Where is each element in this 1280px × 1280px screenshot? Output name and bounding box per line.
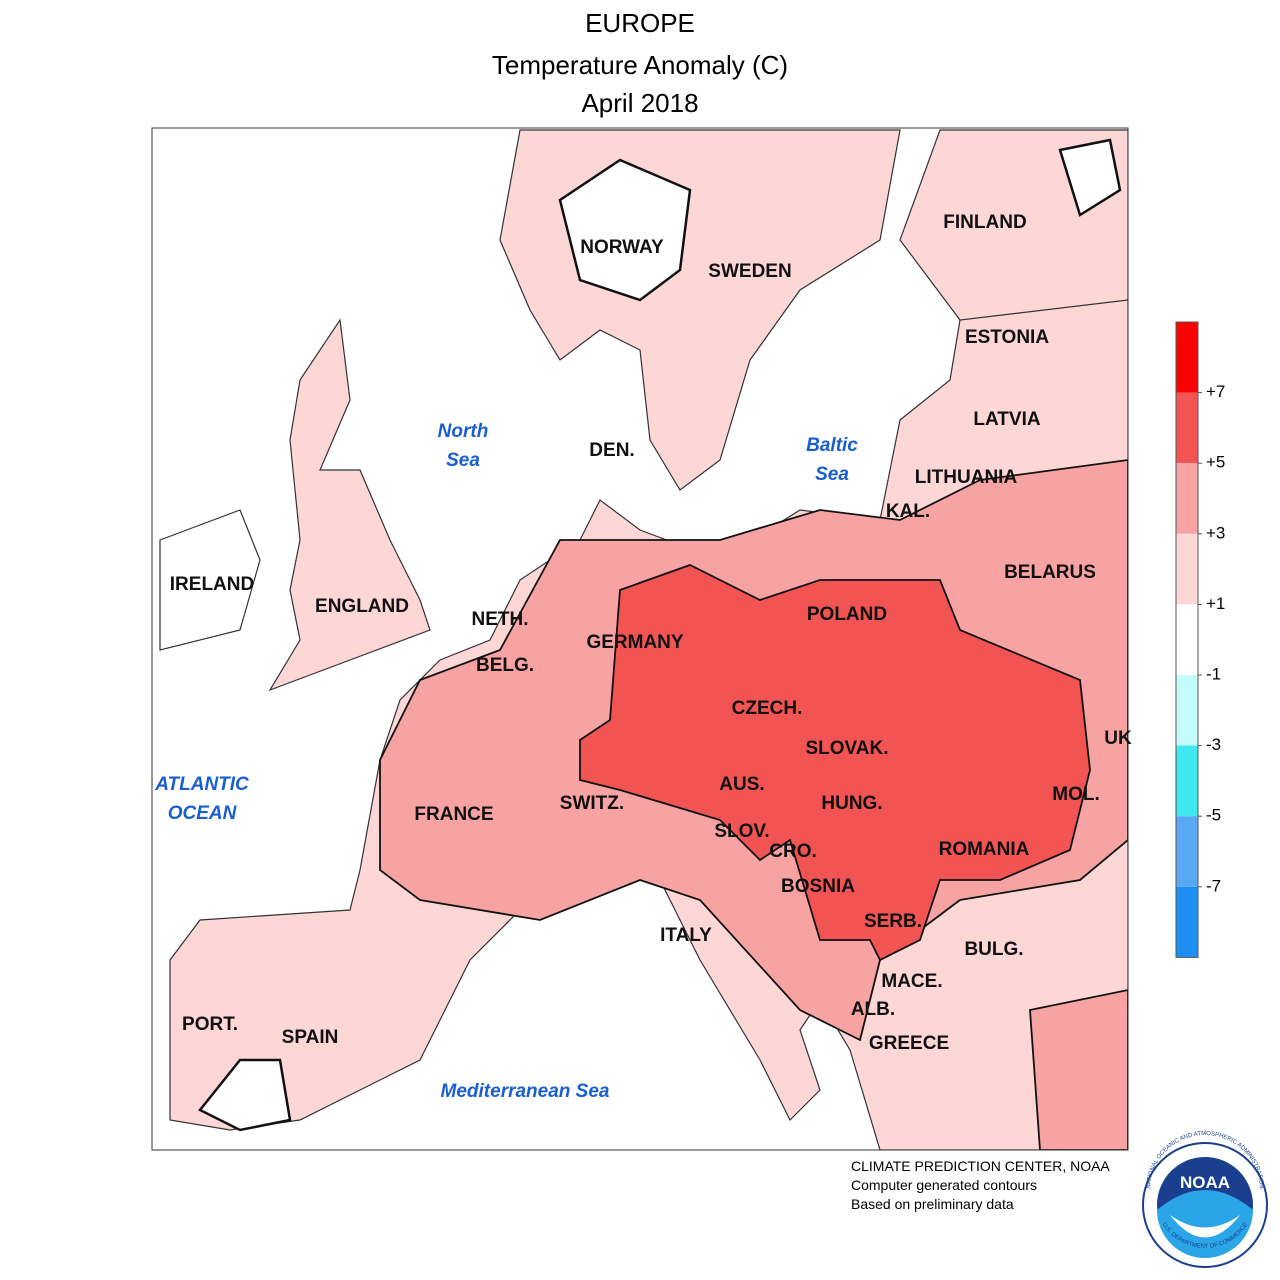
country-label: KAL. bbox=[886, 501, 930, 522]
country-label: LATVIA bbox=[973, 409, 1040, 430]
sea-label: North bbox=[438, 421, 489, 442]
country-label: GERMANY bbox=[586, 632, 683, 653]
country-label: FINLAND bbox=[943, 212, 1026, 233]
footer-line: Based on preliminary data bbox=[851, 1196, 1014, 1212]
country-label: SERB. bbox=[864, 911, 922, 932]
anomaly-5 bbox=[579, 564, 1091, 962]
country-label: GREECE bbox=[869, 1033, 949, 1054]
country-label: ROMANIA bbox=[939, 839, 1030, 860]
sea-label: OCEAN bbox=[168, 803, 238, 824]
country-label: MOL. bbox=[1052, 784, 1100, 805]
sea-label: Sea bbox=[446, 450, 480, 471]
country-label: UK bbox=[1104, 728, 1132, 749]
footer-line: CLIMATE PREDICTION CENTER, NOAA bbox=[851, 1158, 1110, 1174]
country-label: NORWAY bbox=[580, 237, 664, 258]
sea-label: ATLANTIC bbox=[154, 774, 249, 795]
legend-tick-label: -5 bbox=[1206, 806, 1221, 825]
legend-swatch bbox=[1176, 886, 1198, 958]
country-label: BELG. bbox=[476, 655, 534, 676]
country-label: BULG. bbox=[964, 939, 1023, 960]
country-label: SPAIN bbox=[282, 1027, 339, 1048]
country-label: BELARUS bbox=[1004, 562, 1096, 583]
legend-tick-label: +3 bbox=[1206, 523, 1225, 542]
country-label: SWITZ. bbox=[560, 793, 624, 814]
country-label: FRANCE bbox=[414, 804, 493, 825]
noaa-logo: NOAA NATIONAL OCEANIC AND ATMOSPHERIC AD… bbox=[1142, 1131, 1268, 1268]
country-label: NETH. bbox=[472, 609, 529, 630]
country-label: POLAND bbox=[807, 604, 887, 625]
country-label: SWEDEN bbox=[708, 261, 791, 282]
legend-tick-label: +7 bbox=[1206, 382, 1225, 401]
logo-text: NOAA bbox=[1180, 1173, 1230, 1192]
legend-tick-label: +5 bbox=[1206, 453, 1225, 472]
labels: NORWAY SWEDEN FINLAND ESTONIA LATVIA LITHUANI… bbox=[154, 212, 1132, 1102]
country-label: PORT. bbox=[182, 1014, 238, 1035]
legend-swatch bbox=[1176, 463, 1198, 534]
title: EUROPE bbox=[585, 8, 695, 38]
sea-label: Baltic bbox=[806, 435, 858, 456]
legend: +7 +5 +3 +1 -1 -3 -5 -7 bbox=[1175, 321, 1225, 958]
country-label: ALB. bbox=[851, 999, 895, 1020]
legend-swatch bbox=[1176, 604, 1198, 675]
country-label: MACE. bbox=[881, 971, 942, 992]
ireland bbox=[159, 509, 261, 651]
sea-label: Mediterranean Sea bbox=[441, 1081, 610, 1102]
legend-tick-label: +1 bbox=[1206, 594, 1225, 613]
subtitle: Temperature Anomaly (C) bbox=[492, 50, 788, 80]
country-label: IRELAND bbox=[170, 574, 254, 595]
country-label: ENGLAND bbox=[315, 596, 409, 617]
country-label: BOSNIA bbox=[781, 876, 855, 897]
country-label: SLOVAK. bbox=[805, 738, 888, 759]
country-label: ESTONIA bbox=[965, 327, 1049, 348]
map bbox=[152, 128, 1128, 1150]
country-label: HUNG. bbox=[821, 793, 882, 814]
legend-swatch bbox=[1176, 745, 1198, 817]
legend-swatch bbox=[1176, 322, 1198, 393]
country-label: ITALY bbox=[660, 925, 712, 946]
date: April 2018 bbox=[581, 88, 698, 118]
legend-frame bbox=[1175, 321, 1199, 958]
britain bbox=[268, 318, 431, 692]
country-label: SLOV. bbox=[714, 821, 769, 842]
legend-tick-label: -3 bbox=[1206, 735, 1221, 754]
legend-tick-label: -7 bbox=[1206, 876, 1221, 895]
footer-line: Computer generated contours bbox=[851, 1177, 1037, 1193]
country-label: CRO. bbox=[769, 841, 817, 862]
anomaly-low bbox=[198, 1058, 292, 1132]
country-label: CZECH. bbox=[732, 698, 803, 719]
legend-swatch bbox=[1176, 816, 1198, 887]
map-frame bbox=[151, 127, 1129, 1151]
country-label: DEN. bbox=[589, 440, 634, 461]
legend-swatch bbox=[1176, 533, 1198, 605]
country-label: AUS. bbox=[719, 774, 764, 795]
legend-swatch bbox=[1176, 392, 1198, 464]
legend-swatch bbox=[1176, 675, 1198, 746]
sea-label: Sea bbox=[815, 464, 849, 485]
country-label: LITHUANIA bbox=[915, 467, 1018, 488]
legend-tick-label: -1 bbox=[1206, 664, 1221, 683]
